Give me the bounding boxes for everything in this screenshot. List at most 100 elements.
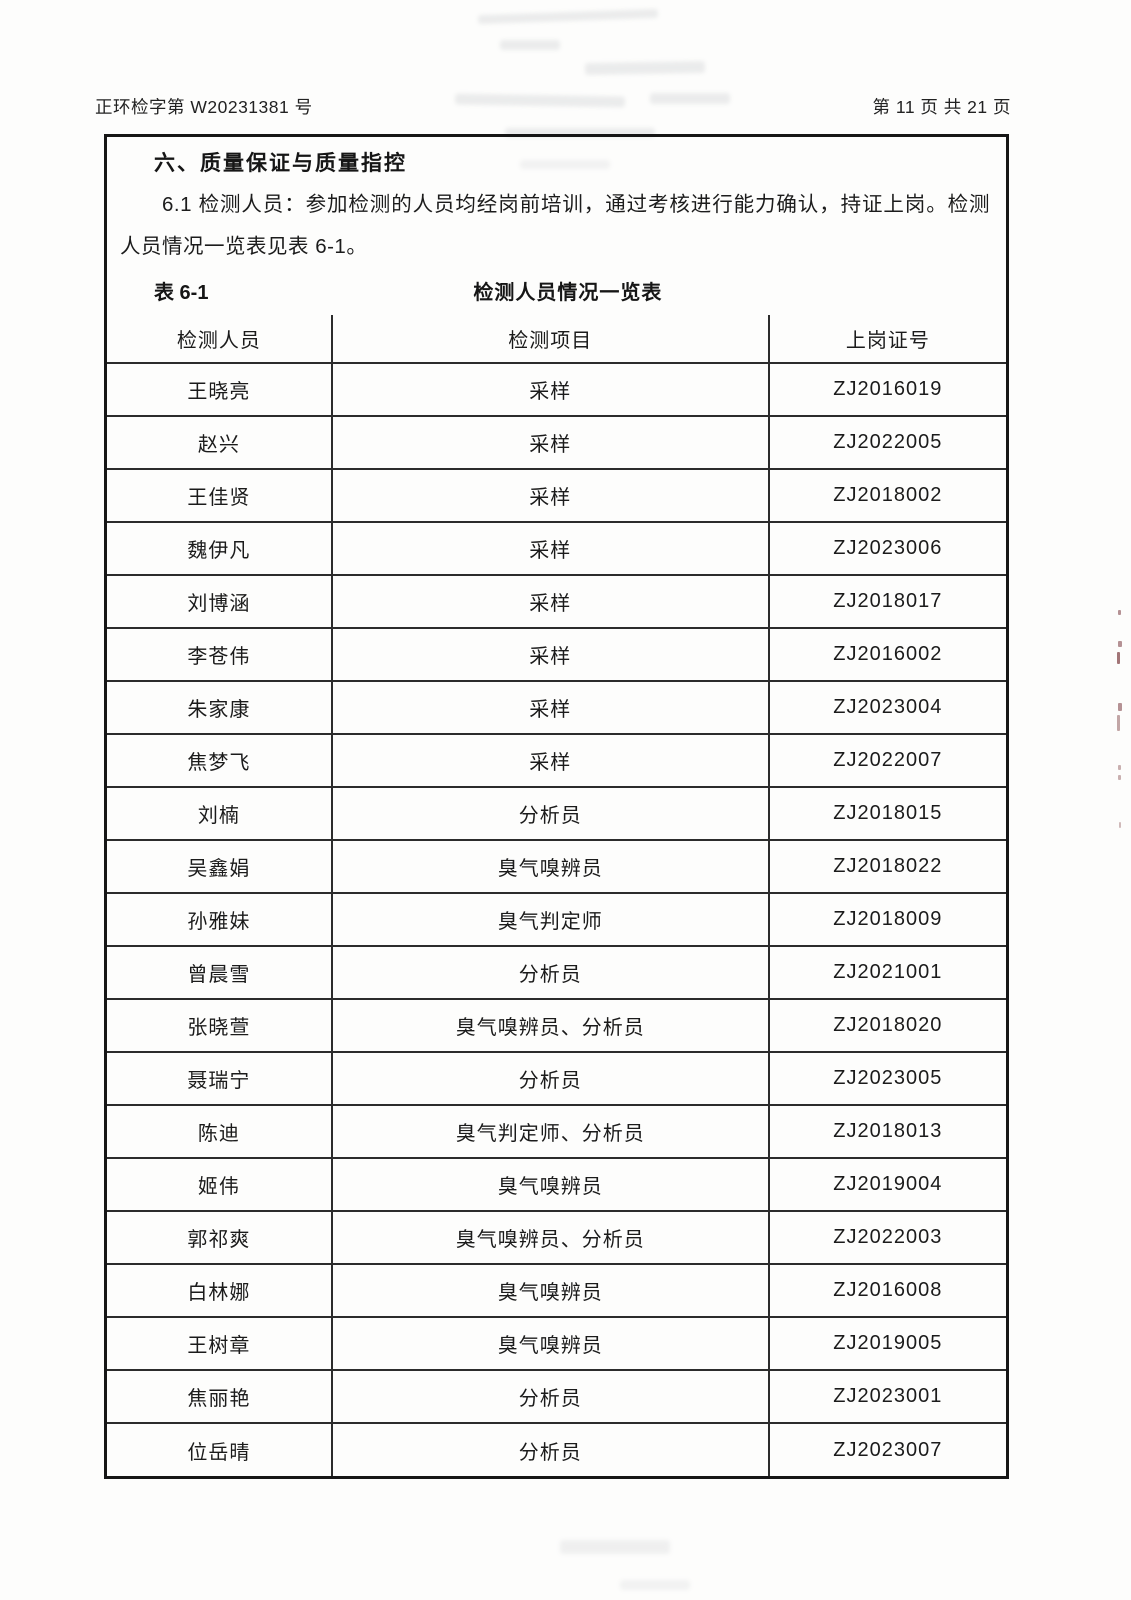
certificate-cell: ZJ2018015 <box>767 786 1006 841</box>
scan-ghost-artifact <box>584 60 706 76</box>
table-row: 郭祁爽 臭气嗅辨员、分析员 ZJ2022003 <box>107 1210 1006 1265</box>
project-cell: 采样 <box>330 521 770 576</box>
table-caption: 表 6-1 检测人员情况一览表 <box>107 268 1006 315</box>
certificate-cell: ZJ2019005 <box>767 1316 1006 1371</box>
project-cell: 分析员 <box>330 1051 770 1106</box>
person-name-cell: 李苍伟 <box>107 627 333 682</box>
person-name-cell: 孙雅妹 <box>107 892 333 947</box>
certificate-cell: ZJ2023007 <box>767 1422 1006 1476</box>
person-name-cell: 位岳晴 <box>107 1422 333 1476</box>
person-name-cell: 陈迪 <box>107 1104 333 1159</box>
certificate-cell: ZJ2023004 <box>767 680 1006 735</box>
table-row: 张晓萱 臭气嗅辨员、分析员 ZJ2018020 <box>107 998 1006 1053</box>
person-name-cell: 焦梦飞 <box>107 733 333 788</box>
project-cell: 臭气判定师、分析员 <box>330 1104 770 1159</box>
certificate-cell: ZJ2018017 <box>767 574 1006 629</box>
scan-ghost-artifact <box>560 1540 670 1554</box>
section-title: 六、质量保证与质量指控 <box>154 152 407 175</box>
table-row: 王佳贤 采样 ZJ2018002 <box>107 468 1006 523</box>
project-cell: 分析员 <box>330 786 770 841</box>
table-header-row: 检测人员 检测项目 上岗证号 <box>107 315 1006 364</box>
person-name-cell: 张晓萱 <box>107 998 333 1053</box>
table-row: 位岳晴 分析员 ZJ2023007 <box>107 1422 1006 1476</box>
person-name-cell: 聂瑞宁 <box>107 1051 333 1106</box>
project-cell: 采样 <box>330 415 770 470</box>
project-cell: 分析员 <box>330 1369 770 1424</box>
person-name-cell: 赵兴 <box>107 415 333 470</box>
person-name-cell: 魏伊凡 <box>107 521 333 576</box>
table-row: 聂瑞宁 分析员 ZJ2023005 <box>107 1051 1006 1106</box>
document-number: 正环检字第 W20231381 号 <box>95 97 313 117</box>
table-row: 曾晨雪 分析员 ZJ2021001 <box>107 945 1006 1000</box>
project-cell: 采样 <box>330 680 770 735</box>
person-name-cell: 白林娜 <box>107 1263 333 1318</box>
certificate-cell: ZJ2018022 <box>767 839 1006 894</box>
certificate-cell: ZJ2018013 <box>767 1104 1006 1159</box>
table-row: 朱家康 采样 ZJ2023004 <box>107 680 1006 735</box>
project-cell: 采样 <box>330 733 770 788</box>
table-caption-label: 表 6-1 <box>154 282 209 304</box>
certificate-cell: ZJ2019004 <box>767 1157 1006 1212</box>
project-cell: 分析员 <box>330 945 770 1000</box>
table-row: 焦梦飞 采样 ZJ2022007 <box>107 733 1006 788</box>
col-header-person: 检测人员 <box>107 315 333 364</box>
project-cell: 采样 <box>330 627 770 682</box>
table-row: 赵兴 采样 ZJ2022005 <box>107 415 1006 470</box>
project-cell: 采样 <box>330 362 770 417</box>
content-box: 六、质量保证与质量指控 6.1 检测人员：参加检测的人员均经岗前培训，通过考核进… <box>104 134 1009 1479</box>
person-name-cell: 王树章 <box>107 1316 333 1371</box>
certificate-cell: ZJ2016002 <box>767 627 1006 682</box>
person-name-cell: 刘楠 <box>107 786 333 841</box>
table-row: 吴鑫娟 臭气嗅辨员 ZJ2018022 <box>107 839 1006 894</box>
table-row: 刘楠 分析员 ZJ2018015 <box>107 786 1006 841</box>
person-name-cell: 姬伟 <box>107 1157 333 1212</box>
certificate-cell: ZJ2022007 <box>767 733 1006 788</box>
col-header-project: 检测项目 <box>330 315 770 364</box>
personnel-table: 检测人员 检测项目 上岗证号 王晓亮 采样 ZJ2016019 赵兴 采样 ZJ20220… <box>107 315 1006 1476</box>
body-paragraph: 6.1 检测人员：参加检测的人员均经岗前培训，通过考核进行能力确认，持证上岗。检… <box>120 193 990 258</box>
certificate-cell: ZJ2016008 <box>767 1263 1006 1318</box>
scan-ghost-artifact <box>500 40 560 50</box>
scan-speck-artifact <box>1118 703 1122 711</box>
scan-speck-artifact <box>1118 610 1121 615</box>
scan-speck-artifact <box>1118 775 1121 780</box>
certificate-cell: ZJ2023005 <box>767 1051 1006 1106</box>
table-row: 王树章 臭气嗅辨员 ZJ2019005 <box>107 1316 1006 1371</box>
project-cell: 臭气嗅辨员 <box>330 839 770 894</box>
person-name-cell: 曾晨雪 <box>107 945 333 1000</box>
table-row: 白林娜 臭气嗅辨员 ZJ2016008 <box>107 1263 1006 1318</box>
table-row: 姬伟 臭气嗅辨员 ZJ2019004 <box>107 1157 1006 1212</box>
page-header: 正环检字第 W20231381 号 第 11 页 共 21 页 <box>95 94 1011 119</box>
table-row: 刘博涵 采样 ZJ2018017 <box>107 574 1006 629</box>
project-cell: 臭气嗅辨员 <box>330 1263 770 1318</box>
scan-speck-artifact <box>1117 715 1120 731</box>
certificate-cell: ZJ2022005 <box>767 415 1006 470</box>
certificate-cell: ZJ2023001 <box>767 1369 1006 1424</box>
person-name-cell: 郭祁爽 <box>107 1210 333 1265</box>
table-row: 李苍伟 采样 ZJ2016002 <box>107 627 1006 682</box>
project-cell: 臭气嗅辨员、分析员 <box>330 1210 770 1265</box>
person-name-cell: 吴鑫娟 <box>107 839 333 894</box>
certificate-cell: ZJ2018020 <box>767 998 1006 1053</box>
project-cell: 臭气嗅辨员 <box>330 1316 770 1371</box>
certificate-cell: ZJ2018002 <box>767 468 1006 523</box>
table-row: 魏伊凡 采样 ZJ2023006 <box>107 521 1006 576</box>
table-row: 孙雅妹 臭气判定师 ZJ2018009 <box>107 892 1006 947</box>
certificate-cell: ZJ2016019 <box>767 362 1006 417</box>
scan-speck-artifact <box>1118 641 1122 647</box>
scan-ghost-artifact <box>477 8 659 25</box>
scan-speck-artifact <box>1119 822 1121 828</box>
table-row: 焦丽艳 分析员 ZJ2023001 <box>107 1369 1006 1424</box>
project-cell: 采样 <box>330 574 770 629</box>
project-cell: 臭气判定师 <box>330 892 770 947</box>
project-cell: 采样 <box>330 468 770 523</box>
scan-ghost-artifact <box>620 1580 690 1590</box>
table-row: 王晓亮 采样 ZJ2016019 <box>107 362 1006 417</box>
person-name-cell: 刘博涵 <box>107 574 333 629</box>
certificate-cell: ZJ2023006 <box>767 521 1006 576</box>
table-caption-title: 检测人员情况一览表 <box>473 282 663 304</box>
person-name-cell: 王晓亮 <box>107 362 333 417</box>
scan-speck-artifact <box>1117 652 1120 664</box>
person-name-cell: 焦丽艳 <box>107 1369 333 1424</box>
